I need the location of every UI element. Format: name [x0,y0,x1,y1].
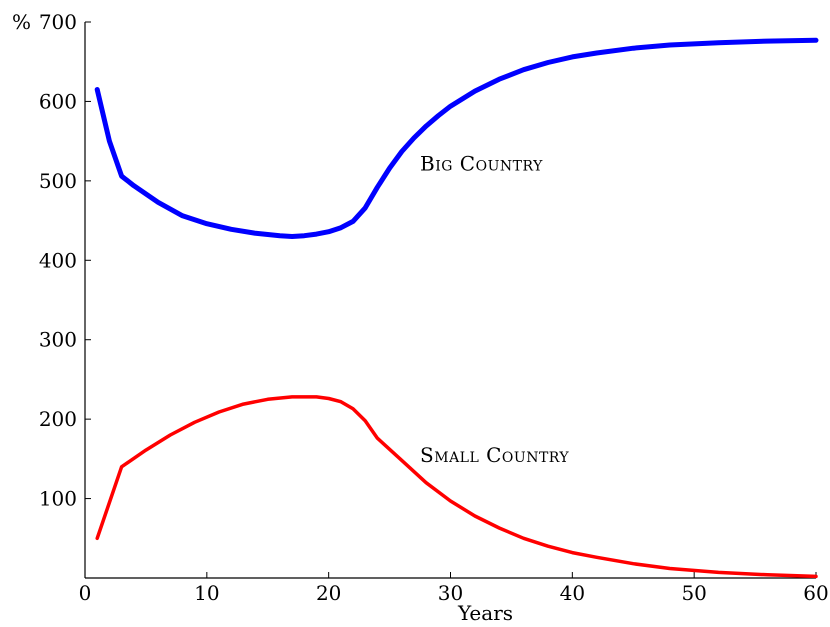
x-tick-label: 40 [560,581,585,605]
axes: 0 10 20 30 40 50 60 100 200 300 400 500 600 700% Years [12,10,829,625]
series-line-0 [94,37,819,239]
series-layer [94,37,819,579]
series-line-1 [95,395,818,579]
y-tick-label: 700 [39,10,77,34]
labels-layer: Big Country Small Country [420,151,569,467]
y-tick-label: 500 [39,169,77,193]
y-tick-label: 200 [39,407,77,431]
y-unit-label: % [12,10,31,34]
y-tick-label: 300 [39,328,77,352]
series-label-0: Big Country [420,151,543,175]
x-tick-label: 10 [194,581,219,605]
x-tick-label: 0 [79,581,92,605]
x-tick-label: 60 [803,581,828,605]
y-tick-label: 600 [39,89,77,113]
x-tick-label: 50 [681,581,706,605]
x-axis-label: Years [457,601,513,625]
y-tick-label: 400 [39,248,77,272]
x-tick-label: 30 [438,581,463,605]
series-label-1: Small Country [420,443,569,467]
y-tick-label: 100 [39,487,77,511]
x-tick-label: 20 [316,581,341,605]
